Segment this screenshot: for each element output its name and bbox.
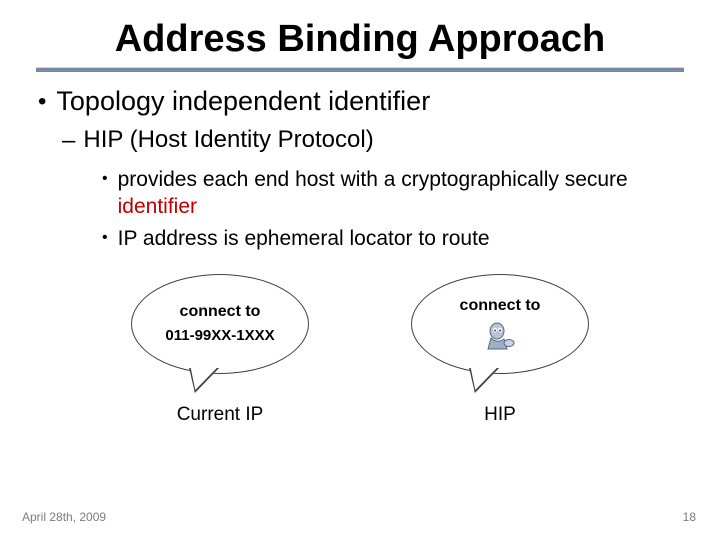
emphasis-word: identifier	[118, 195, 197, 218]
bullet-level2: – HIP (Host Identity Protocol)	[62, 126, 682, 156]
footer-page-number: 18	[683, 510, 696, 524]
bubble-right-wrap: connect to HIP	[400, 274, 600, 426]
bullet-level3-a: • provides each end host with a cryptogr…	[102, 166, 682, 221]
bubble-right-caption: HIP	[484, 404, 516, 426]
bubble-left-wrap: connect to 011-99XX-1XXX Current IP	[120, 274, 320, 426]
bullet-level3-b: • IP address is ephemeral locator to rou…	[102, 225, 682, 252]
bullet-dot-icon: •	[102, 166, 108, 192]
slide-content: • Topology independent identifier – HIP …	[0, 72, 720, 426]
bullet-dot-icon: •	[38, 86, 46, 118]
bullet-dot-icon: •	[102, 225, 108, 251]
bullet-level3-a-text: provides each end host with a cryptograp…	[118, 166, 682, 221]
bullet-level2-text: HIP (Host Identity Protocol)	[83, 126, 373, 154]
footer-date: April 28th, 2009	[22, 510, 106, 524]
bullet-dash-icon: –	[62, 126, 75, 156]
bullet-level1-text: Topology independent identifier	[56, 86, 430, 117]
slide-title: Address Binding Approach	[0, 0, 720, 67]
bubbles-row: connect to 011-99XX-1XXX Current IP conn…	[38, 274, 682, 426]
bubble-left-line1: connect to	[180, 303, 261, 321]
bullet-text-pre: provides each end host with a cryptograp…	[118, 168, 628, 191]
bubble-left-line2: 011-99XX-1XXX	[165, 327, 274, 344]
bullet-level3-b-text: IP address is ephemeral locator to route	[118, 225, 490, 252]
bullet-level1: • Topology independent identifier	[38, 86, 682, 118]
identity-icon	[483, 321, 517, 351]
speech-bubble-left: connect to 011-99XX-1XXX	[131, 274, 309, 374]
bubble-right-line1: connect to	[460, 297, 541, 315]
bubble-left-caption: Current IP	[177, 404, 264, 426]
speech-bubble-right: connect to	[411, 274, 589, 374]
